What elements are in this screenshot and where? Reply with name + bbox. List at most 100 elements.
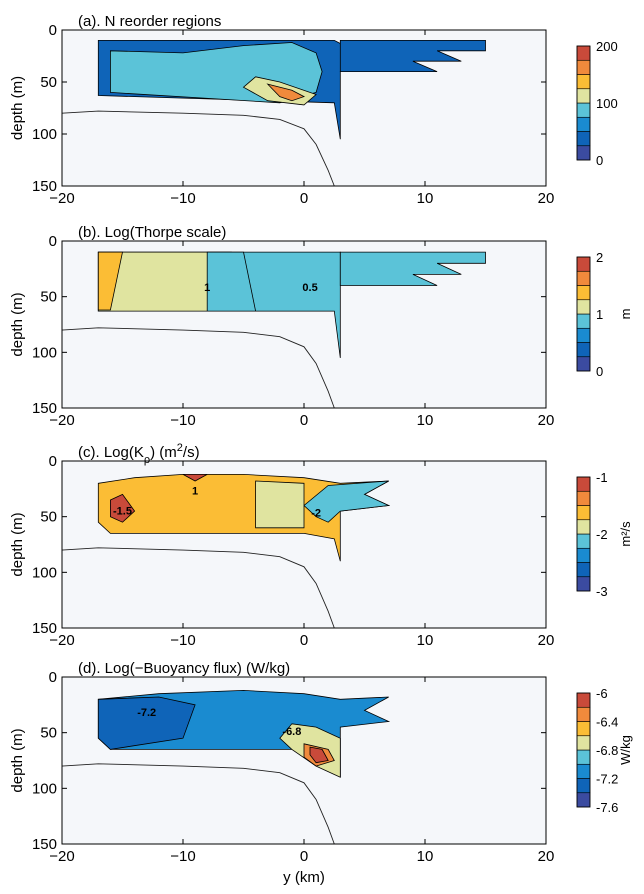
colorbar-segment (576, 562, 591, 578)
y-tick-label: 0 (49, 669, 57, 686)
y-tick-label: 100 (32, 126, 57, 143)
x-tick-label: 10 (417, 632, 434, 649)
colorbar-segment (576, 45, 591, 61)
colorbar-tick-label: 200 (596, 39, 618, 54)
colorbar-segment (576, 285, 591, 301)
colorbar-segment (576, 490, 591, 506)
panel-title: (b). Log(Thorpe scale) (78, 224, 226, 241)
colorbar-tick-label: -3 (596, 584, 608, 599)
colorbar-segment (576, 706, 591, 722)
colorbar-segment (576, 721, 591, 737)
bathymetry-line (61, 110, 335, 187)
contour-label: 1 (192, 485, 198, 497)
x-tick-label: −20 (49, 190, 74, 207)
colorbar-tick-label: -6.8 (596, 743, 618, 758)
y-tick-label: 0 (49, 233, 57, 250)
y-tick-label: 100 (32, 780, 57, 797)
colorbar-segment (576, 270, 591, 286)
colorbar-tick-label: -7.2 (596, 772, 618, 787)
contour-region (206, 251, 257, 312)
contour-region (97, 696, 196, 750)
panel-title: (c). Log(Kρ) (m2/s) (78, 442, 200, 466)
contour-label: -1.5 (113, 505, 132, 517)
bathymetry-line (61, 327, 335, 409)
y-axis-label: depth (m) (9, 76, 26, 140)
contour-region (303, 480, 391, 523)
colorbar-tick-label: -7.6 (596, 800, 618, 815)
y-tick-label: 0 (49, 453, 57, 470)
y-tick-label: 0 (49, 22, 57, 39)
x-tick-label: −10 (170, 412, 195, 429)
y-tick-label: 100 (32, 344, 57, 361)
colorbar-segment (576, 102, 591, 118)
colorbar-segment (576, 547, 591, 563)
colorbar-segment (576, 505, 591, 521)
x-tick-label: 10 (417, 848, 434, 865)
contour-region (255, 480, 305, 529)
x-tick-label: 20 (538, 190, 555, 207)
x-tick-label: 20 (538, 412, 555, 429)
contour-label: 0.5 (302, 282, 317, 294)
contour-region (182, 473, 208, 482)
y-tick-label: 150 (32, 620, 57, 637)
x-tick-label: 0 (300, 632, 308, 649)
y-tick-label: 100 (32, 564, 57, 581)
colorbar-segment (576, 313, 591, 329)
colorbar-segment (576, 519, 591, 535)
contour-label: 1 (204, 282, 210, 294)
colorbar-segment (576, 299, 591, 315)
y-tick-label: 50 (40, 289, 57, 306)
y-tick-label: 150 (32, 836, 57, 853)
bathymetry-line (61, 763, 335, 845)
x-tick-label: 0 (300, 848, 308, 865)
colorbar-tick-label: -6.4 (596, 715, 618, 730)
colorbar-segment (576, 74, 591, 90)
y-tick-label: 50 (40, 725, 57, 742)
panel-title: (d). Log(−Buoyancy flux) (W/kg) (78, 660, 290, 677)
colorbar-segment (576, 88, 591, 104)
colorbar-frame (576, 476, 591, 592)
contour-label: -6.8 (282, 726, 301, 738)
x-tick-label: −10 (170, 190, 195, 207)
colorbar-segment (576, 778, 591, 794)
contour-region (266, 83, 306, 102)
colorbar-segment (576, 116, 591, 132)
x-tick-label: 20 (538, 632, 555, 649)
colorbar-label: W/kg (618, 735, 633, 765)
contour-region (339, 40, 486, 72)
y-axis-label: depth (m) (9, 512, 26, 576)
colorbar-segment (576, 59, 591, 75)
x-tick-label: −20 (49, 848, 74, 865)
colorbar-frame (576, 692, 591, 808)
x-tick-label: −20 (49, 632, 74, 649)
colorbar-segment (576, 476, 591, 492)
contour-region (309, 746, 329, 764)
colorbar-segment (576, 327, 591, 343)
y-tick-label: 150 (32, 400, 57, 417)
colorbar-segment (576, 792, 591, 808)
colorbar-tick-label: -6 (596, 686, 608, 701)
contour-region (97, 251, 123, 311)
colorbar-segment (576, 735, 591, 751)
panel-3: -7.2 -6.8 −20 −10 0 10 20 0 50 100 150 depth (m) (d)… (9, 660, 633, 886)
x-tick-label: 20 (538, 848, 555, 865)
colorbar-segment (576, 356, 591, 372)
colorbar-segment (576, 342, 591, 358)
contour-label: -7.2 (137, 707, 156, 719)
panel-2: 1 -1.5 -2 −20 −10 0 10 20 0 50 100 150 depth (m) (c).… (9, 442, 633, 649)
colorbar-segment (576, 145, 591, 161)
colorbar-frame (576, 45, 591, 161)
x-tick-label: 10 (417, 190, 434, 207)
colorbar-tick-label: -1 (596, 470, 608, 485)
colorbar-segment (576, 763, 591, 779)
colorbar-label: m (618, 309, 633, 320)
y-tick-label: 50 (40, 74, 57, 91)
y-axis-label: depth (m) (9, 728, 26, 792)
x-tick-label: 0 (300, 190, 308, 207)
y-tick-label: 150 (32, 178, 57, 195)
colorbar-segment (576, 692, 591, 708)
contour-label: -2 (311, 508, 321, 520)
colorbar-segment (576, 576, 591, 592)
x-tick-label: −10 (170, 848, 195, 865)
